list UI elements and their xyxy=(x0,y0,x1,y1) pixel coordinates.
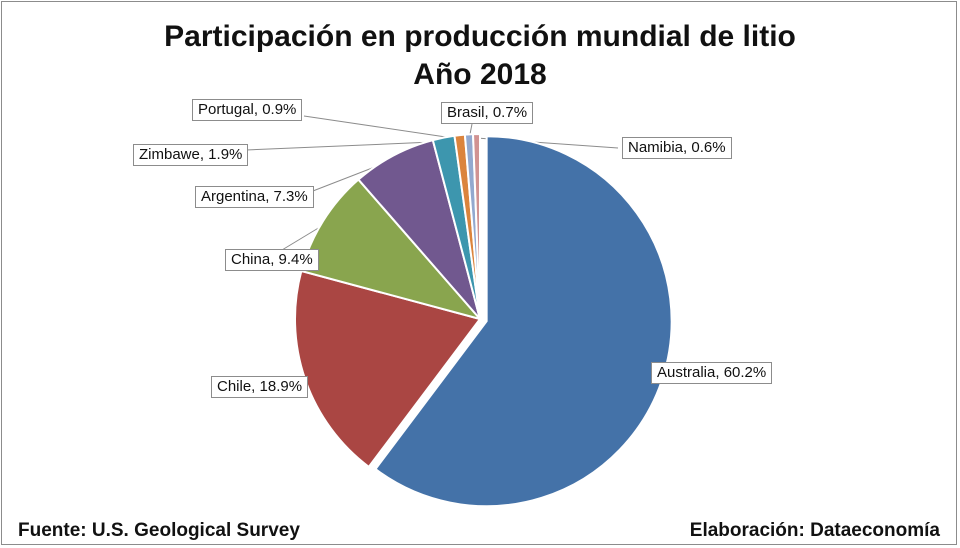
data-label-argentina: Argentina, 7.3% xyxy=(195,186,314,208)
source-note: Fuente: U.S. Geological Survey xyxy=(18,520,300,541)
chart-title: Participación en producción mundial de l… xyxy=(164,20,796,53)
data-label-china: China, 9.4% xyxy=(225,249,319,271)
credit-note: Elaboración: Dataeconomía xyxy=(689,520,940,541)
leader-line-portugal xyxy=(303,115,461,140)
data-label-portugal: Portugal, 0.9% xyxy=(192,99,303,121)
data-label-chile: Chile, 18.9% xyxy=(211,376,309,398)
data-label-zimbawe: Zimbawe, 1.9% xyxy=(133,144,249,166)
data-label-namibia: Namibia, 0.6% xyxy=(622,137,732,159)
chart-subtitle: Año 2018 xyxy=(413,58,547,91)
leader-line-zimbawe xyxy=(245,141,445,151)
pie-slices xyxy=(294,132,673,508)
data-label-brasil: Brasil, 0.7% xyxy=(441,102,534,124)
pie-slice-namibia xyxy=(471,132,481,320)
data-label-australia: Australia, 60.2% xyxy=(651,362,773,384)
